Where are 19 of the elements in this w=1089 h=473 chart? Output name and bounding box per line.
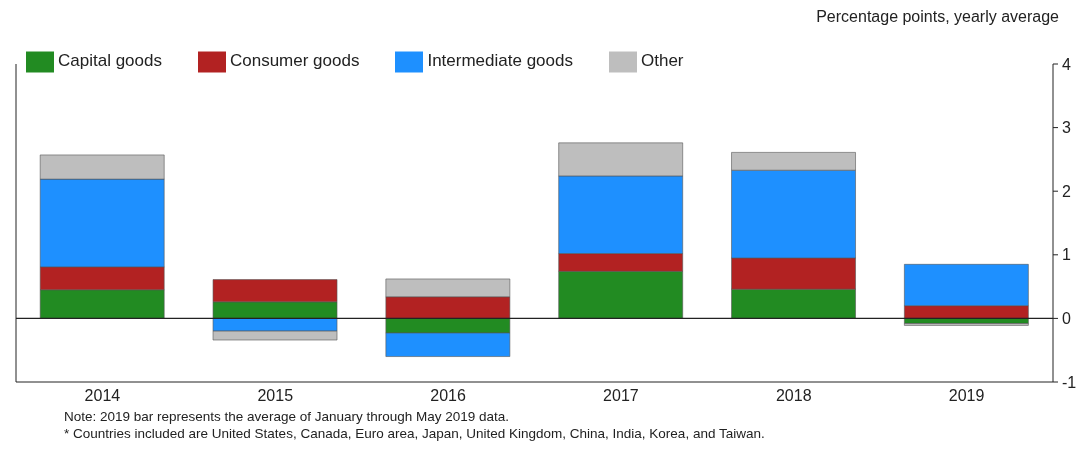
x-tick-label: 2016 <box>430 387 466 405</box>
x-tick-label: 2017 <box>603 387 639 405</box>
x-tick-label: 2018 <box>775 387 812 405</box>
x-tick-label: 2014 <box>84 387 121 405</box>
legend-label: Consumer goods <box>229 51 360 71</box>
y-axis-title: Percentage points, yearly average <box>816 8 1059 26</box>
legend-label: Other <box>640 51 684 71</box>
y-tick-label: 1 <box>1062 246 1071 264</box>
y-tick-label: 3 <box>1062 119 1071 137</box>
x-tick-label: 2019 <box>948 387 985 405</box>
x-tick-label: 2015 <box>257 387 294 405</box>
y-tick-label: 4 <box>1062 55 1071 73</box>
y-tick-label: 2 <box>1062 182 1071 200</box>
legend-label: Intermediate goods <box>427 51 573 71</box>
text: Note: 2019 bar represents the average of January through May 2019 data. <box>64 408 511 425</box>
y-tick-label: 0 <box>1062 310 1071 328</box>
y-tick-label: -1 <box>1062 373 1077 391</box>
text: * Countries included are United States, Canada, Euro area, Japan, United Kingdom, China, India, Korea, and Taiwan. <box>64 425 766 442</box>
legend-label: Capital goods <box>58 51 162 71</box>
